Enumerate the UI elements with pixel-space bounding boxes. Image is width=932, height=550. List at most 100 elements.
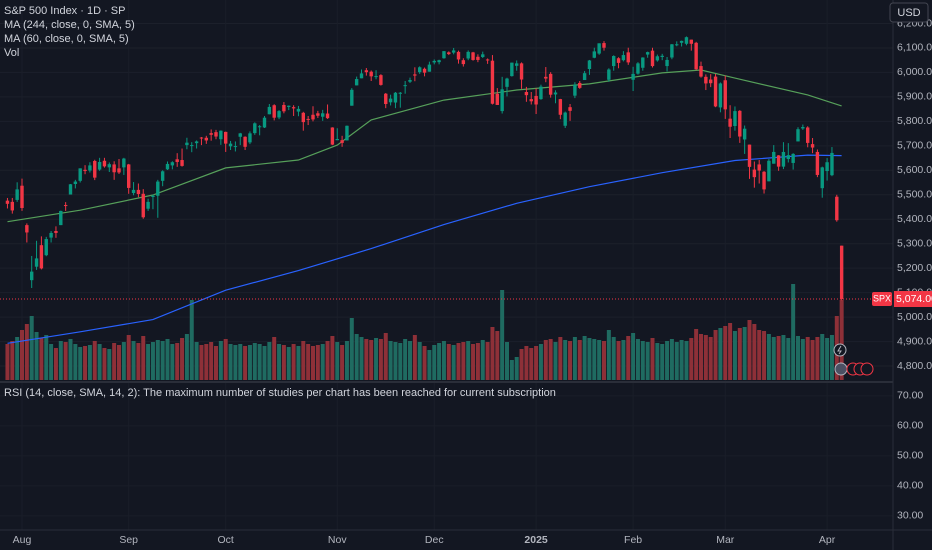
volume-bar	[606, 330, 611, 380]
volume-bar	[126, 335, 131, 380]
candle-body	[214, 132, 218, 137]
volume-bar	[611, 337, 616, 380]
volume-bar	[29, 316, 34, 380]
volume-bar	[228, 344, 233, 380]
candle-body	[524, 92, 529, 96]
candle-body	[689, 39, 693, 44]
candle-body	[694, 42, 698, 70]
ma-layer	[7, 69, 842, 344]
candle-body	[776, 155, 781, 167]
volume-bar	[689, 338, 694, 380]
volume-bar	[732, 331, 737, 380]
candle-body	[238, 133, 242, 137]
candle-body	[835, 196, 839, 221]
volume-bar	[723, 326, 728, 380]
candle-body	[170, 162, 175, 166]
volume-bar	[747, 320, 752, 380]
candle-body	[539, 86, 543, 100]
candle-body	[466, 51, 470, 59]
candle-body	[151, 195, 155, 197]
candle-body	[330, 127, 335, 145]
volume-bar	[446, 344, 451, 380]
volume-bar	[150, 342, 155, 380]
candle-body	[25, 225, 29, 233]
candle-body	[267, 106, 272, 115]
volume-bar	[344, 341, 349, 380]
candle-body	[505, 78, 509, 87]
volume-bar	[679, 340, 684, 380]
volume-bar	[776, 336, 781, 380]
volume-bar	[757, 330, 762, 380]
volume-bar	[340, 345, 345, 380]
axis-layer: 4,800.004,900.005,000.005,100.005,200.00…	[0, 17, 932, 546]
volume-bar	[378, 339, 383, 380]
y-tick-label: 6,100.00	[897, 42, 932, 54]
volume-bar	[519, 349, 524, 380]
candle-body	[728, 118, 732, 127]
candle-body	[742, 128, 747, 140]
volume-bar	[311, 346, 315, 380]
volume-layer	[5, 284, 844, 380]
currency-button[interactable]: USD	[889, 2, 929, 23]
volume-bar	[107, 349, 112, 380]
y-tick-label: 5,800.00	[897, 115, 932, 127]
volume-bar	[49, 344, 54, 380]
volume-bar	[582, 336, 587, 380]
candle-body	[379, 75, 383, 85]
candle-body	[791, 153, 795, 163]
volume-bar	[829, 335, 834, 380]
volume-bar	[209, 342, 214, 380]
volume-bar	[349, 318, 354, 380]
volume-bar	[640, 341, 645, 380]
candle-body	[485, 59, 490, 61]
candle-body	[393, 92, 398, 103]
volume-bar	[505, 342, 509, 380]
volume-bar	[475, 343, 480, 380]
candle-body	[573, 84, 577, 96]
y-tick-label: 5,500.00	[897, 189, 932, 201]
candle-body	[636, 63, 640, 74]
volume-bar	[233, 345, 238, 380]
volume-bar	[718, 328, 723, 380]
volume-bar	[83, 346, 88, 380]
volume-bar	[771, 337, 776, 380]
volume-bar	[214, 346, 218, 380]
volume-bar	[252, 343, 257, 380]
candle-body	[97, 161, 102, 170]
volume-bar	[728, 323, 733, 380]
y-tick-label: 5,300.00	[897, 237, 932, 249]
volume-bar	[170, 344, 175, 380]
volume-bar	[325, 341, 330, 380]
candle-body	[219, 130, 223, 140]
candle-body	[384, 93, 388, 104]
candle-body	[224, 131, 228, 144]
volume-bar	[286, 347, 291, 380]
candle-body	[534, 95, 538, 105]
candle-body	[112, 164, 116, 173]
volume-bar	[403, 339, 408, 380]
volume-bar	[524, 346, 529, 380]
candle-body	[650, 50, 655, 67]
volume-bar	[369, 340, 374, 380]
candle-body	[243, 136, 247, 147]
volume-bar	[238, 344, 243, 380]
candle-body	[316, 113, 320, 116]
volume-bar	[39, 338, 44, 380]
rsi-tick-label: 60.00	[897, 420, 923, 432]
volume-bar	[737, 328, 742, 380]
candle-body	[49, 232, 53, 238]
candle-body	[30, 271, 34, 281]
y-tick-label: 6,000.00	[897, 66, 932, 78]
rsi-title: RSI (14, close, SMA, 14, 2): The maximum…	[4, 387, 556, 399]
currency-label[interactable]: USD	[897, 7, 920, 19]
volume-bar	[277, 344, 282, 380]
candle-body	[713, 76, 718, 107]
volume-bar	[330, 336, 335, 380]
volume-bar	[655, 343, 660, 380]
volume-bar	[572, 337, 577, 380]
button-frame[interactable]	[889, 2, 929, 23]
volume-bar	[810, 340, 815, 380]
candle-body	[253, 123, 257, 134]
lightning	[837, 345, 842, 355]
